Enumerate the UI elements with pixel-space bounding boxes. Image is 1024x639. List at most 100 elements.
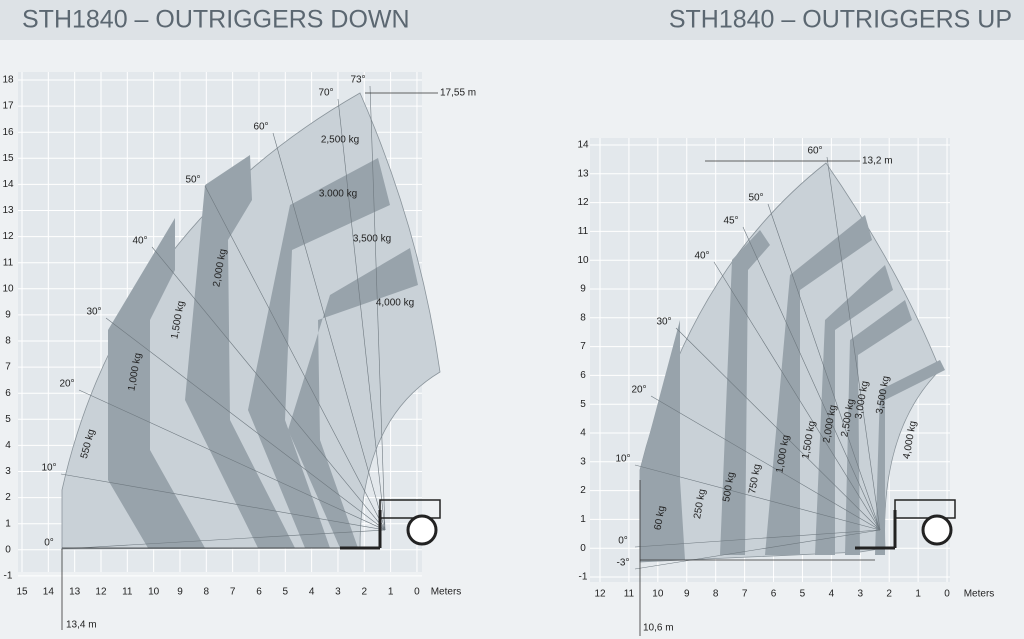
y-tick-label: 3 bbox=[5, 466, 11, 477]
angle-label: 40° bbox=[694, 251, 709, 262]
load-band bbox=[248, 158, 390, 548]
angle-line bbox=[151, 246, 386, 531]
y-tick-label: 4 bbox=[580, 428, 586, 439]
y-tick-label: 10 bbox=[2, 283, 14, 294]
y-tick-label: 14 bbox=[2, 179, 14, 190]
x-tick-label: 8 bbox=[204, 587, 210, 598]
y-tick-label: 1 bbox=[5, 518, 11, 529]
max-reach-label: 10,6 m bbox=[643, 623, 674, 634]
angle-label: 40° bbox=[132, 236, 147, 247]
angle-label: 30° bbox=[86, 307, 101, 318]
x-tick-label: 3 bbox=[857, 589, 863, 600]
angle-label: 0° bbox=[618, 536, 628, 547]
load-band bbox=[720, 230, 770, 555]
y-tick-label: 2 bbox=[580, 485, 586, 496]
angle-label: 60° bbox=[807, 146, 822, 157]
x-tick-label: 3 bbox=[335, 587, 341, 598]
x-tick-label: 12 bbox=[95, 587, 107, 598]
x-tick-label: 11 bbox=[624, 589, 635, 600]
angle-label: 45° bbox=[723, 216, 738, 227]
x-tick-label: 9 bbox=[177, 587, 183, 598]
angle-label: 10° bbox=[615, 454, 630, 465]
load-label: 3.000 kg bbox=[319, 189, 357, 200]
angle-label: 10° bbox=[41, 463, 56, 474]
x-tick-label: 0 bbox=[944, 589, 950, 600]
x-tick-label: 1 bbox=[388, 587, 394, 598]
x-unit: Meters bbox=[431, 587, 462, 598]
load-band bbox=[640, 320, 685, 562]
y-tick-label: 8 bbox=[580, 312, 586, 323]
angle-label: 20° bbox=[59, 379, 74, 390]
x-tick-label: 9 bbox=[684, 589, 690, 600]
machine-body bbox=[894, 499, 956, 519]
y-tick-label: 16 bbox=[2, 127, 14, 138]
x-tick-label: 15 bbox=[16, 587, 28, 598]
y-tick-label: 7 bbox=[5, 362, 11, 373]
y-tick-label: 10 bbox=[577, 255, 589, 266]
load-band bbox=[288, 248, 418, 548]
max-height-label: 17,55 m bbox=[440, 88, 476, 99]
right-title: STH1840 – OUTRIGGERS UP bbox=[669, 6, 1012, 34]
machine-wheel bbox=[921, 514, 953, 546]
x-tick-label: 14 bbox=[43, 587, 55, 598]
x-tick-label: 10 bbox=[652, 589, 664, 600]
x-tick-label: 4 bbox=[829, 589, 835, 600]
y-tick-label: 12 bbox=[2, 231, 14, 242]
y-tick-label: 0 bbox=[580, 543, 586, 554]
angle-line bbox=[204, 185, 386, 531]
angle-line bbox=[634, 464, 881, 531]
angle-line bbox=[675, 327, 881, 531]
y-tick-label: 3 bbox=[580, 456, 586, 467]
load-band bbox=[875, 360, 945, 555]
load-label: 750 kg bbox=[747, 463, 763, 494]
angle-label: 0° bbox=[44, 538, 54, 549]
y-tick-label: 6 bbox=[5, 388, 11, 399]
max-height-label: 13,2 m bbox=[862, 156, 893, 167]
x-tick-label: 12 bbox=[594, 589, 606, 600]
machine-body bbox=[379, 499, 441, 519]
y-tick-label: 5 bbox=[5, 414, 11, 425]
load-band bbox=[815, 265, 893, 555]
y-tick-label: 11 bbox=[3, 257, 14, 268]
x-tick-label: 1 bbox=[915, 589, 921, 600]
y-tick-label: 5 bbox=[580, 399, 586, 410]
left-title: STH1840 – OUTRIGGERS DOWN bbox=[22, 6, 410, 34]
angle-line bbox=[60, 473, 386, 531]
x-tick-label: 5 bbox=[800, 589, 806, 600]
x-tick-label: 8 bbox=[713, 589, 719, 600]
load-label: 3,500 kg bbox=[353, 234, 391, 245]
angle-label: 60° bbox=[253, 122, 268, 133]
load-band bbox=[845, 300, 912, 555]
x-tick-label: 10 bbox=[148, 587, 160, 598]
angle-line bbox=[369, 85, 386, 531]
angle-line bbox=[105, 317, 386, 531]
y-tick-label: 17 bbox=[2, 101, 14, 112]
load-label: 250 kg bbox=[692, 488, 708, 519]
x-tick-label: 5 bbox=[283, 587, 289, 598]
y-tick-label: 9 bbox=[580, 284, 586, 295]
x-tick-label: 6 bbox=[256, 587, 262, 598]
x-tick-label: 13 bbox=[69, 587, 81, 598]
load-band bbox=[108, 218, 205, 548]
y-tick-label: 13 bbox=[2, 205, 14, 216]
x-tick-label: 0 bbox=[414, 587, 420, 598]
load-label: 60 kg bbox=[653, 505, 668, 531]
angle-line bbox=[767, 203, 881, 531]
angle-line bbox=[60, 529, 386, 550]
load-label: 4,000 kg bbox=[376, 298, 414, 309]
angle-label: 73° bbox=[350, 75, 365, 86]
header-bar bbox=[0, 0, 1024, 40]
y-tick-label: 14 bbox=[577, 140, 589, 151]
y-tick-label: 12 bbox=[577, 197, 589, 208]
y-tick-label: 6 bbox=[580, 370, 586, 381]
angle-line bbox=[650, 395, 881, 531]
angle-label: 50° bbox=[748, 193, 763, 204]
x-tick-label: 7 bbox=[230, 587, 236, 598]
machine-wheel bbox=[406, 514, 438, 546]
angle-label: 70° bbox=[318, 88, 333, 99]
y-tick-label: 9 bbox=[5, 310, 11, 321]
y-tick-label: 18 bbox=[2, 75, 14, 86]
y-tick-label: 11 bbox=[578, 226, 589, 237]
load-band bbox=[185, 155, 295, 548]
angle-line bbox=[78, 389, 386, 531]
